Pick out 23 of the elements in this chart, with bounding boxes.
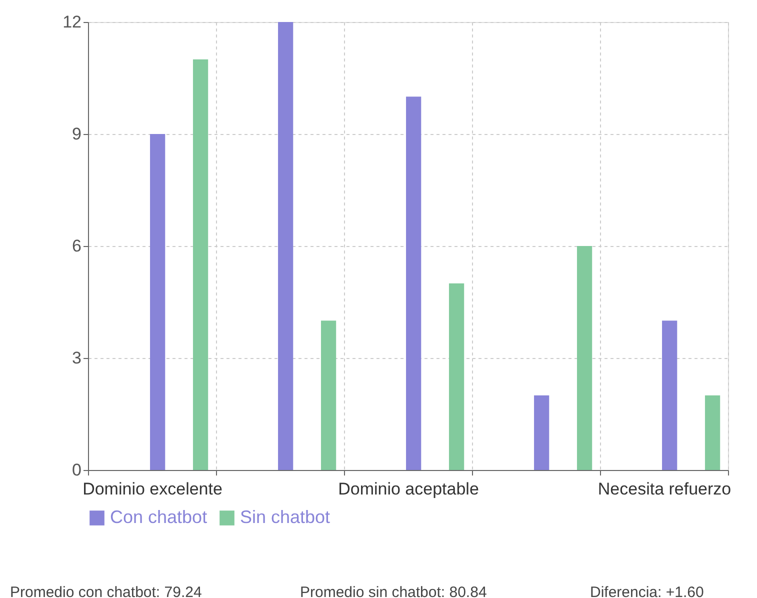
bar bbox=[278, 22, 294, 470]
text: Promedio sin chatbot: 80.84 bbox=[300, 584, 487, 598]
bar bbox=[662, 320, 678, 470]
y-tick-label: 6 bbox=[72, 236, 82, 256]
bar bbox=[320, 320, 336, 470]
bar bbox=[534, 395, 550, 470]
text: Diferencia: +1.60 bbox=[590, 584, 704, 598]
bar bbox=[704, 395, 720, 470]
y-tick-label: 0 bbox=[72, 460, 82, 480]
bar bbox=[192, 59, 208, 470]
text: Promedio con chatbot: 79.24 bbox=[10, 584, 202, 598]
y-tick-label: 3 bbox=[72, 348, 82, 368]
legend-label: Con chatbot bbox=[110, 507, 208, 527]
legend-label: Sin chatbot bbox=[240, 507, 330, 527]
bar bbox=[576, 246, 592, 470]
x-tick-label: Dominio excelente bbox=[82, 480, 222, 498]
bar bbox=[150, 134, 166, 470]
y-tick-label: 12 bbox=[62, 12, 82, 32]
x-tick-label: Necesita refuerzo bbox=[598, 480, 732, 498]
bar bbox=[448, 283, 464, 470]
x-tick-label: Dominio aceptable bbox=[338, 480, 479, 498]
y-tick-label: 9 bbox=[72, 124, 82, 144]
bar bbox=[406, 96, 422, 470]
